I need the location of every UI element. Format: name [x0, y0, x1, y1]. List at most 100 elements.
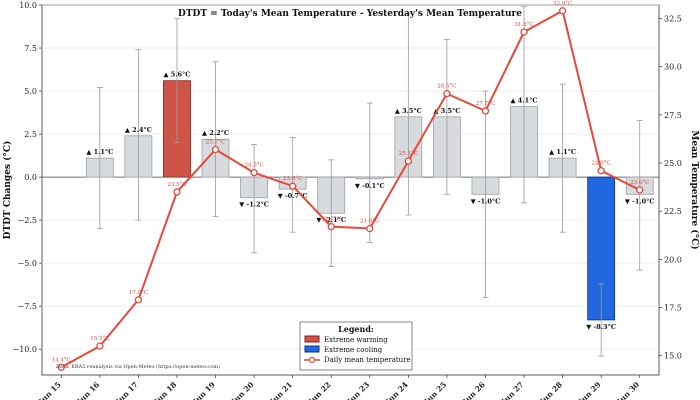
y2-axis-label: Mean Temperature (°C): [689, 130, 700, 249]
y-tick-label-8: 10.0: [19, 1, 37, 10]
bar-label-9: ▲ 3.5°C: [395, 107, 422, 115]
temperature-point-1: [96, 342, 104, 350]
temperature-label-15: 23.6°C: [630, 180, 649, 186]
bar-label-12: ▲ 4.1°C: [511, 97, 538, 105]
x-axis-ticks: Jun 15 Jun 16 Jun 17 Jun 18 Jun 19 Jun 20 Jun …: [36, 375, 641, 400]
x-tick-label-7: Jun 22: [306, 380, 333, 400]
bar-label-2: ▲ 2.4°C: [125, 126, 152, 134]
bar-label-5: ▼ -1.2°C: [239, 201, 269, 209]
bar-label-8: ▼ -0.1°C: [355, 182, 385, 190]
right-axis-ticks: 15.0 17.5 20.0 22.5 25.0 27.5 30.0 32.5: [659, 14, 682, 361]
x-tick-label-3: Jun 18: [152, 380, 179, 400]
legend: Legend: Extreme warming Extreme cooling …: [299, 321, 413, 371]
y2-tick-label-5: 27.5: [664, 111, 682, 120]
x-tick-label-0: Jun 15: [36, 380, 63, 400]
temperature-point-6: [289, 182, 297, 190]
y2-tick-label-0: 15.0: [664, 352, 682, 361]
legend-swatch-cooling: [304, 345, 320, 353]
legend-item-cooling: Extreme cooling: [324, 346, 383, 354]
x-tick-label-13: Jun 28: [537, 380, 564, 400]
temperature-label-12: 31.8°C: [514, 22, 533, 28]
source-note: Data: ERA5 reanalysis via Open-Meteo (ht…: [56, 363, 220, 370]
y2-tick-label-2: 20.0: [664, 255, 682, 264]
x-tick-label-9: Jun 24: [383, 380, 410, 400]
temperature-label-11: 27.7°C: [476, 101, 495, 107]
bar-labels: ▲ 1.1°C ▲ 2.4°C ▲ 5.6°C ▲ 2.2°C ▼ -1.2°C ▼ -0…: [86, 71, 654, 331]
y2-tick-label-7: 32.5: [664, 14, 682, 23]
temperature-point-7: [327, 222, 335, 231]
temperature-point-11: [481, 107, 490, 115]
x-tick-label-12: Jun 27: [499, 380, 526, 400]
legend-title: Legend:: [338, 324, 374, 334]
temperature-point-15: [636, 186, 644, 194]
temperature-point-3: [173, 188, 181, 196]
x-tick-label-4: Jun 19: [190, 380, 217, 400]
temperature-label-4: 25.7°C: [206, 140, 225, 146]
chart-subtitle: DTDT = Today's Mean Temperature - Yester…: [178, 9, 522, 19]
y-tick-label-1: −7.5: [18, 302, 37, 311]
y-tick-label-4: 0.0: [24, 173, 37, 182]
plot-area: [41, 4, 660, 376]
temperature-label-10: 28.6°C: [437, 84, 456, 90]
y2-tick-label-6: 30.0: [664, 63, 682, 72]
x-tick-label-11: Jun 26: [460, 380, 487, 400]
x-tick-label-15: Jun 30: [615, 380, 642, 400]
legend-swatch-warming: [304, 335, 320, 343]
bar-label-11: ▼ -1.0°C: [471, 197, 501, 205]
y2-tick-label-1: 17.5: [664, 304, 682, 313]
bar-label-7: ▼ -2.1°C: [316, 216, 346, 224]
x-tick-label-14: Jun 29: [576, 380, 603, 400]
temperature-label-1: 15.5°C: [90, 336, 109, 342]
bar-label-6: ▼ -0.7°C: [278, 192, 308, 200]
temperature-labels: 14.4°C 15.5°C 17.9°C 23.5°C 25.7°C 24.5°C 23.8…: [52, 1, 650, 364]
bar-label-1: ▲ 1.1°C: [86, 148, 113, 156]
bar-label-13: ▲ 1.1°C: [549, 148, 576, 156]
temperature-label-5: 24.5°C: [244, 163, 263, 169]
temperature-point-9: [404, 157, 412, 165]
x-tick-label-8: Jun 23: [345, 380, 372, 400]
y2-tick-label-4: 25.0: [664, 159, 682, 168]
x-tick-label-6: Jun 21: [268, 380, 295, 400]
y-tick-label-0: −10.0: [12, 345, 37, 354]
temperature-point-14: [597, 167, 605, 175]
error-bars: [96, 6, 643, 357]
temperature-label-13: 32.9°C: [553, 1, 572, 7]
y-axis-label: DTDT Changes (°C): [2, 141, 13, 240]
temperature-label-3: 23.5°C: [167, 182, 186, 188]
x-tick-label-1: Jun 16: [75, 380, 102, 400]
temperature-markers: [57, 7, 644, 371]
temperature-line: [60, 9, 641, 369]
y-tick-label-5: 2.5: [24, 130, 37, 139]
temperature-point-2: [134, 296, 143, 304]
x-tick-label-2: Jun 17: [113, 380, 140, 400]
temperature-label-0: 14.4°C: [52, 357, 71, 363]
y-tick-label-2: −5.0: [18, 259, 37, 268]
temperature-point-0: [57, 363, 65, 371]
temperature-point-4: [211, 145, 220, 154]
temperature-point-5: [250, 169, 258, 177]
temperature-label-9: 25.1°C: [399, 151, 418, 157]
temperature-label-8: 21.6°C: [360, 219, 379, 225]
bar-label-4: ▲ 2.2°C: [202, 129, 229, 137]
temperature-label-14: 24.6°C: [592, 161, 611, 167]
legend-item-warming: Extreme warming: [324, 336, 388, 344]
bar-label-15: ▼ -1.0°C: [625, 197, 655, 205]
temperature-label-7: 21.7°C: [322, 217, 341, 223]
bar-label-14: ▼ -8.3°C: [586, 323, 616, 331]
x-tick-label-10: Jun 25: [422, 380, 449, 400]
temperature-point-13: [558, 7, 567, 15]
bar-label-10: ▲ 3.5°C: [433, 107, 460, 115]
temperature-label-6: 23.8°C: [283, 176, 302, 182]
y2-tick-label-3: 22.5: [664, 207, 682, 216]
y-tick-label-6: 5.0: [24, 87, 37, 96]
x-tick-label-5: Jun 20: [229, 380, 256, 400]
legend-item-temperature: Daily mean temperature: [324, 356, 411, 364]
temperature-point-8: [366, 224, 374, 233]
legend-swatch-marker: [308, 356, 316, 364]
temperature-point-10: [443, 89, 451, 98]
temperature-point-12: [520, 28, 528, 36]
bar-label-3: ▲ 5.6°C: [163, 71, 190, 79]
y-tick-label-3: −2.5: [18, 216, 37, 225]
y-tick-label-7: 7.5: [24, 44, 37, 53]
